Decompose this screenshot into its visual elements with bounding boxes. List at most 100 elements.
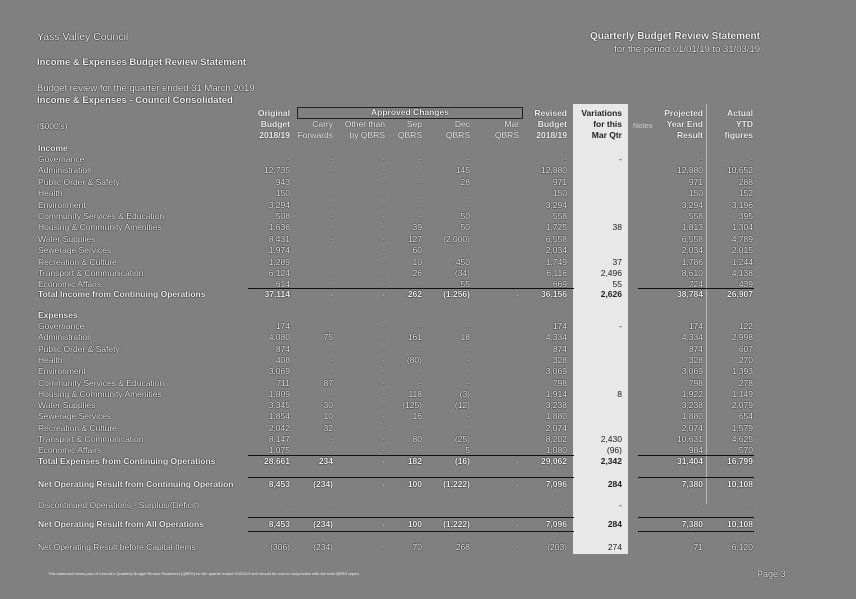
- cell-revised: 174: [552, 321, 567, 331]
- section-heading-label: Income: [38, 143, 68, 153]
- cell-orig: 1,636: [268, 222, 290, 233]
- cell-proj: 7,380: [681, 519, 703, 529]
- cell-proj: 558: [688, 211, 703, 221]
- cell-orig: 508: [275, 211, 290, 221]
- cell-actual: 607: [738, 343, 753, 354]
- cell-other: -: [382, 256, 385, 267]
- column-divider: [706, 104, 707, 504]
- cell-dec: -: [467, 354, 470, 365]
- cell-dec: -: [467, 422, 470, 433]
- cell-actual: 10,108: [727, 479, 753, 489]
- cell-actual: 6,120: [731, 542, 753, 552]
- cell-other: -: [382, 388, 385, 399]
- review-line: Budget review for the quarter ended 31 M…: [37, 83, 255, 94]
- row-label: Discontinued Operations - Surplus/(Defic…: [38, 500, 200, 510]
- cell-other: -: [382, 400, 385, 411]
- cell-proj: -: [700, 500, 703, 510]
- units-label: ($000's): [37, 121, 68, 131]
- header-sep: Sep QBRS: [397, 119, 422, 140]
- net-before-capital-row: Net Operating Result before Capital Item…: [0, 542, 856, 553]
- cell-dec: 50: [460, 222, 470, 233]
- cell-sep: -: [419, 154, 422, 164]
- row-label: Sewerage Services: [38, 245, 112, 256]
- cell-carry: -: [330, 188, 333, 199]
- cell-orig: 3,294: [268, 199, 290, 210]
- cell-proj: 3,294: [681, 199, 703, 210]
- row-label: Housing & Community Amenities: [38, 388, 162, 399]
- cell-carry: -: [330, 388, 333, 399]
- cell-mar: -: [516, 519, 519, 529]
- net-all-row: Net Operating Result from All Operations…: [0, 519, 856, 530]
- income-row: Economic Affairs 614 - - - 55 669 55 724 439: [0, 279, 856, 290]
- cell-sep: 118: [408, 388, 422, 399]
- cell-other: -: [382, 321, 385, 331]
- cell-mar: -: [516, 542, 519, 552]
- cell-orig: 3,069: [268, 366, 290, 377]
- cell-proj: 1,922: [681, 388, 703, 399]
- cell-other: -: [382, 165, 385, 176]
- cell-orig: 711: [276, 377, 290, 388]
- row-label: Sewerage Services: [38, 411, 112, 422]
- cell-var: 2,430: [600, 434, 622, 444]
- cell-other: -: [382, 279, 385, 290]
- cell-sep: -: [419, 176, 422, 187]
- cell-carry: 87: [323, 377, 333, 388]
- cell-actual: 270: [738, 354, 753, 365]
- cell-dec: 450: [455, 256, 470, 267]
- cell-revised: 3,238: [545, 400, 567, 411]
- cell-revised: 669: [552, 279, 567, 290]
- expense-row: Environment 3,069 - - - - 3,069 3,069 1,393: [0, 366, 856, 377]
- cell-proj: 8,610: [681, 268, 703, 278]
- rule-line: [638, 477, 754, 478]
- cell-dec: -: [467, 188, 470, 199]
- cell-actual: 288: [738, 176, 753, 187]
- cell-dec: -: [467, 377, 470, 388]
- cell-other: -: [382, 434, 385, 444]
- cell-dec: 145: [455, 165, 470, 176]
- cell-carry: 30: [323, 400, 333, 411]
- cell-carry: -: [330, 321, 333, 331]
- cell-sep: 70: [412, 542, 422, 552]
- net-continuing-row: Net Operating Result from Continuing Ope…: [0, 479, 856, 490]
- row-label: Net Operating Result before Capital Item…: [38, 542, 196, 552]
- cell-dec: -: [467, 343, 470, 354]
- row-label: Economic Affairs: [38, 445, 102, 456]
- row-label: Public Order & Safety: [38, 176, 120, 187]
- cell-orig: 8,147: [268, 434, 290, 444]
- cell-orig: 943: [275, 176, 290, 187]
- cell-other: -: [382, 176, 385, 187]
- cell-sep: 39: [412, 222, 422, 233]
- cell-dec: (25): [454, 434, 470, 444]
- cell-orig: 6,124: [268, 268, 290, 278]
- cell-revised: 1,080: [545, 445, 567, 456]
- cell-revised: 1,725: [545, 222, 567, 233]
- cell-carry: -: [330, 445, 333, 456]
- cell-mar: -: [516, 289, 519, 299]
- row-label: Environment: [38, 199, 86, 210]
- cell-proj: 71: [693, 542, 703, 552]
- cell-dec: (1,256): [443, 289, 470, 299]
- cell-other: -: [382, 422, 385, 433]
- page-number: Page 3: [757, 569, 786, 579]
- income-row: Health 150 - - - - 150 150 152: [0, 188, 856, 199]
- income-row: Sewerage Services 1,974 - 60 - 2,034 2,034 2,01…: [0, 245, 856, 256]
- rule-line: [638, 288, 754, 289]
- cell-actual: 2,079: [731, 400, 753, 411]
- cell-dec: -: [467, 366, 470, 377]
- cell-revised: 3,069: [545, 366, 567, 377]
- cell-actual: 10,108: [727, 519, 753, 529]
- cell-proj: 1,813: [681, 222, 703, 233]
- row-label: Recreation & Culture: [38, 422, 117, 433]
- cell-proj: 3,069: [681, 366, 703, 377]
- cell-sep: 161: [407, 332, 422, 343]
- row-label: Transport & Communication: [38, 268, 144, 278]
- cell-sep: 182: [407, 456, 422, 466]
- header-variations: Variations for this Mar Qtr: [581, 108, 622, 140]
- cell-proj: -: [700, 154, 703, 164]
- cell-other: -: [382, 377, 385, 388]
- income-row: Public Order & Safety 943 - - - 28 971 971 288: [0, 177, 856, 188]
- qbrs-title: Quarterly Budget Review Statement: [589, 31, 760, 42]
- row-label: Economic Affairs: [38, 279, 102, 290]
- header-other: Other than by QBRS: [344, 119, 385, 140]
- cell-actual: 1,393: [731, 366, 753, 377]
